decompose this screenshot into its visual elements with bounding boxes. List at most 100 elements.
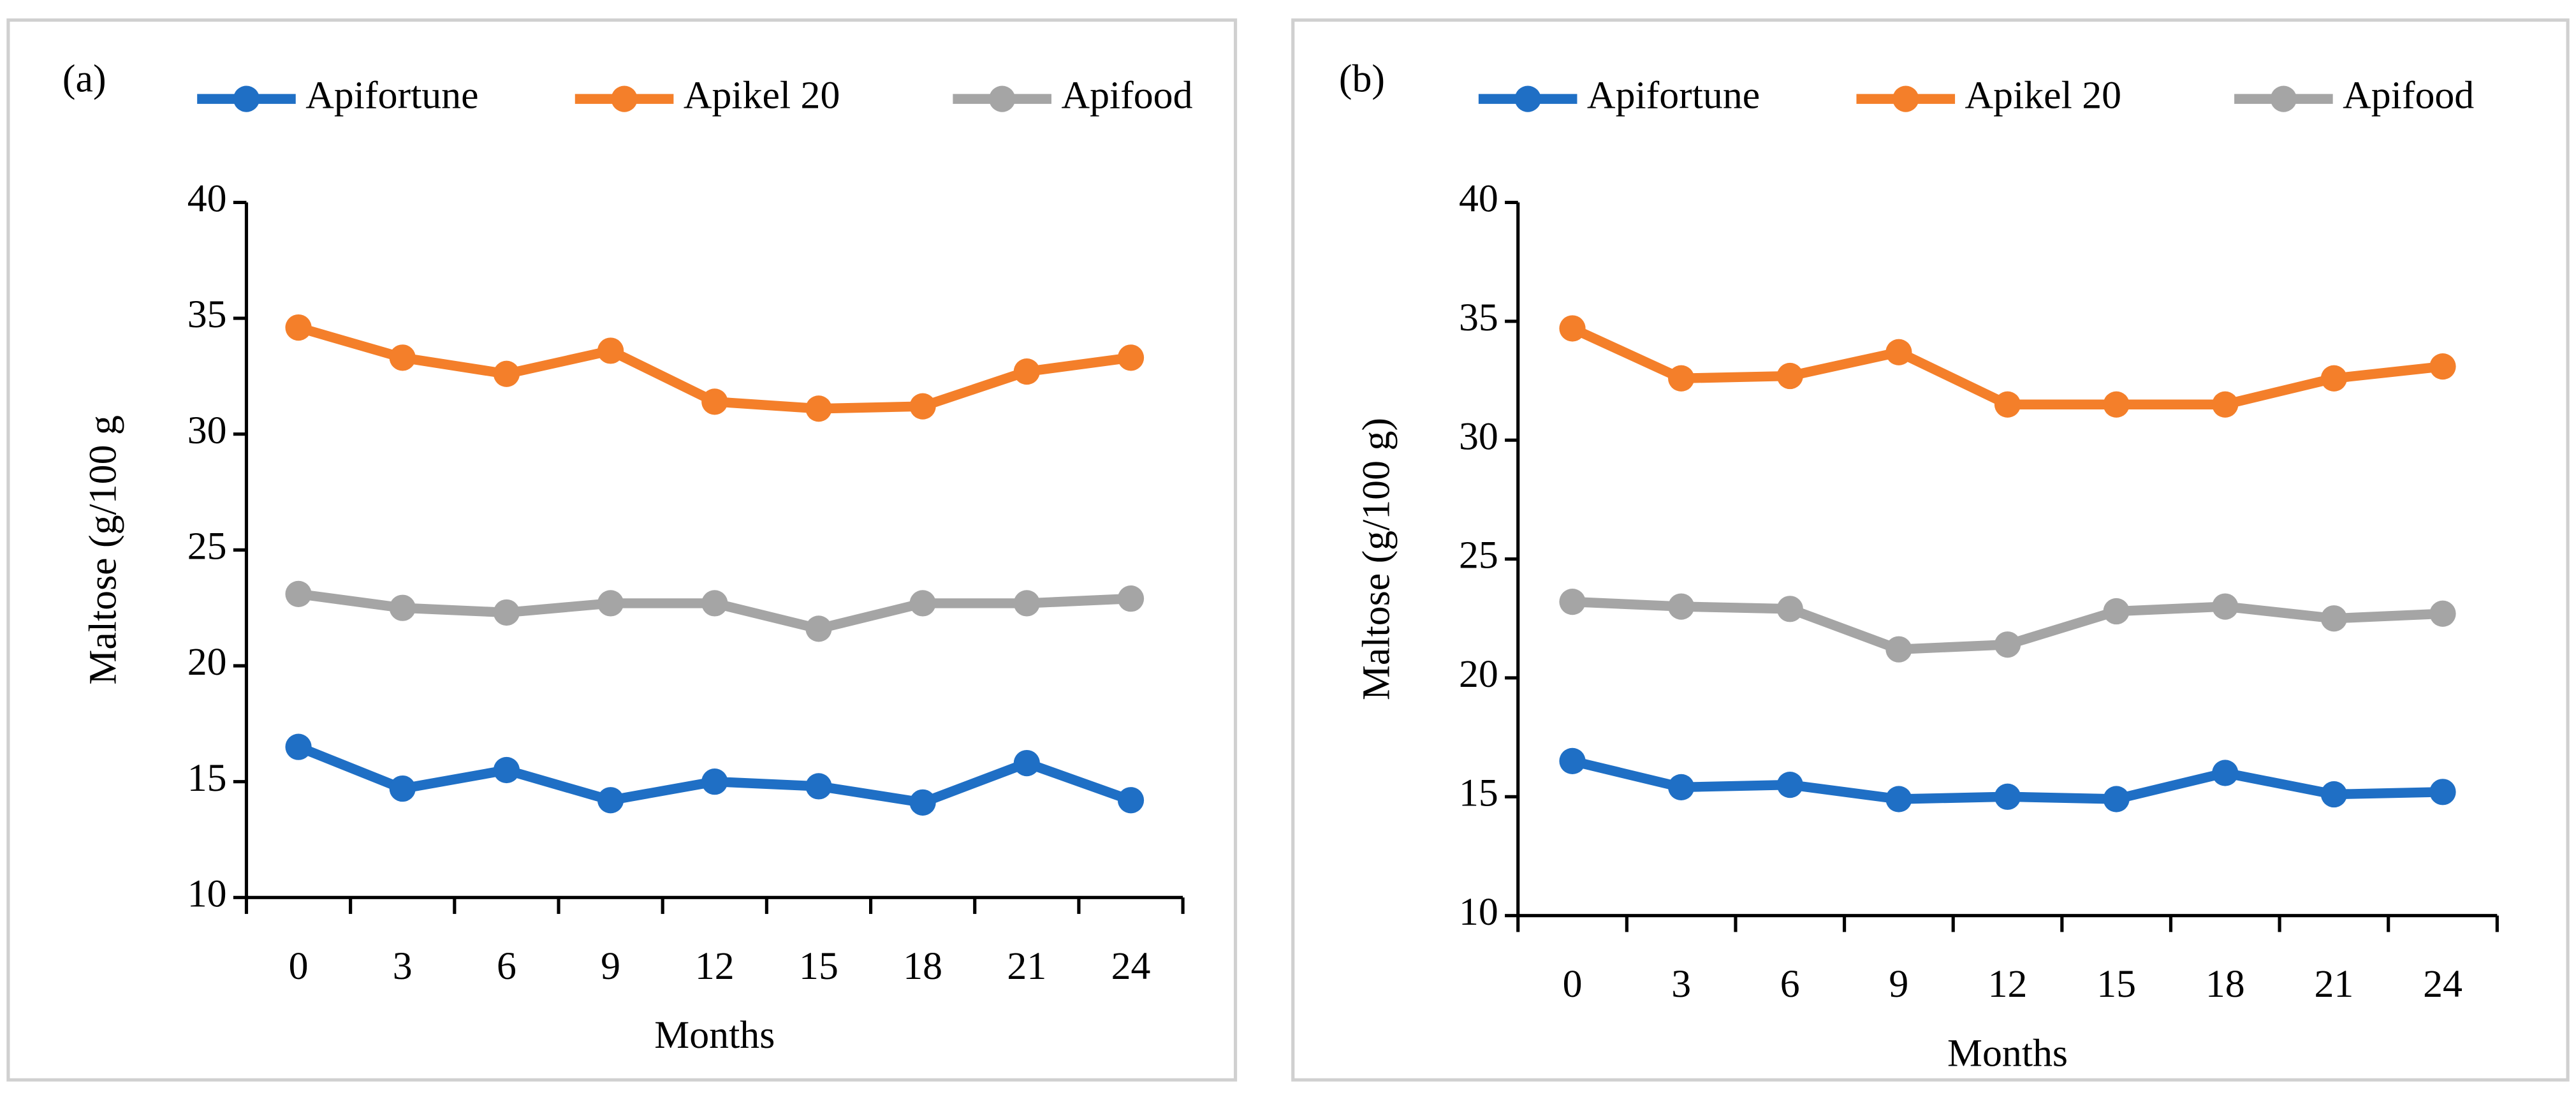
data-point: [2103, 786, 2130, 812]
data-point: [493, 756, 520, 784]
data-point: [1668, 593, 1695, 620]
data-point: [2429, 779, 2456, 805]
panel-border: [1291, 18, 2570, 1082]
y-tick-label: 15: [187, 756, 227, 800]
y-tick-label: 40: [1459, 177, 1498, 221]
data-point: [805, 773, 832, 800]
x-tick-label: 12: [1988, 962, 2028, 1006]
data-point: [1559, 589, 1586, 615]
x-tick-label: 3: [393, 944, 413, 988]
data-point: [1117, 344, 1145, 371]
y-tick-label: 10: [187, 872, 227, 915]
data-point: [1776, 772, 1803, 798]
data-point: [1994, 783, 2021, 810]
legend-marker: [989, 85, 1016, 112]
data-point: [909, 393, 936, 420]
x-tick-label: 15: [799, 944, 838, 988]
x-tick-label: 9: [601, 944, 620, 988]
data-point: [1885, 636, 1912, 663]
legend-marker: [233, 85, 260, 112]
legend-marker: [1514, 85, 1541, 112]
y-axis-label: Maltose (g/100 g): [1354, 418, 1398, 700]
x-tick-label: 18: [903, 944, 942, 988]
legend-label: Apikel 20: [684, 73, 840, 117]
data-point: [2320, 605, 2348, 632]
y-axis-label: Maltose (g/100 g: [82, 415, 125, 684]
y-tick-label: 20: [1459, 652, 1498, 696]
data-point: [597, 590, 624, 617]
data-point: [701, 590, 728, 617]
x-axis-label: Months: [654, 1013, 775, 1057]
y-tick-label: 25: [187, 525, 227, 568]
data-point: [2212, 760, 2239, 786]
y-tick-label: 20: [187, 640, 227, 684]
data-point: [1117, 787, 1145, 814]
data-point: [2103, 598, 2130, 625]
x-tick-label: 24: [2423, 962, 2463, 1006]
data-point: [389, 775, 416, 802]
data-point: [493, 599, 520, 626]
data-point: [389, 594, 416, 621]
data-point: [1559, 315, 1586, 342]
panel-border: [6, 18, 1238, 1082]
legend-marker: [611, 85, 638, 112]
data-point: [1994, 631, 2021, 658]
y-tick-label: 25: [1459, 534, 1498, 577]
x-axis-label: Months: [1947, 1031, 2068, 1075]
x-tick-label: 0: [1563, 962, 1583, 1006]
x-tick-label: 3: [1671, 962, 1691, 1006]
panel-title: (a): [62, 57, 106, 101]
legend-marker: [1892, 85, 1919, 112]
data-point: [597, 337, 624, 364]
x-tick-label: 24: [1111, 944, 1151, 988]
data-point: [1013, 749, 1040, 777]
data-point: [285, 580, 312, 608]
data-point: [1776, 596, 1803, 622]
data-point: [805, 395, 832, 422]
data-point: [493, 360, 520, 387]
data-point: [1668, 365, 1695, 392]
data-point: [1994, 391, 2021, 418]
y-tick-label: 15: [1459, 771, 1498, 814]
data-point: [2320, 781, 2348, 808]
data-point: [389, 344, 416, 371]
y-tick-label: 10: [1459, 890, 1498, 934]
x-tick-label: 0: [289, 944, 309, 988]
data-point: [285, 733, 312, 760]
x-tick-label: 6: [497, 944, 516, 988]
data-point: [2429, 353, 2456, 380]
data-point: [1013, 358, 1040, 385]
data-point: [805, 615, 832, 642]
y-tick-label: 35: [1459, 296, 1498, 339]
legend-label: Apifood: [2343, 73, 2474, 117]
legend-label: Apifortune: [1587, 73, 1760, 117]
data-point: [2429, 600, 2456, 627]
data-point: [909, 789, 936, 816]
y-tick-label: 35: [187, 293, 227, 336]
data-point: [285, 314, 312, 341]
data-point: [701, 768, 728, 795]
legend-marker: [2270, 85, 2297, 112]
legend-label: Apifortune: [305, 73, 478, 117]
data-point: [1776, 362, 1803, 390]
data-point: [701, 388, 728, 415]
x-tick-label: 6: [1780, 962, 1800, 1006]
x-tick-label: 21: [1007, 944, 1046, 988]
data-point: [2320, 365, 2348, 392]
y-tick-label: 40: [187, 177, 227, 221]
data-point: [1559, 747, 1586, 774]
data-point: [1013, 590, 1040, 617]
data-point: [1668, 774, 1695, 800]
legend-label: Apikel 20: [1965, 73, 2122, 117]
data-point: [2103, 391, 2130, 418]
data-point: [909, 590, 936, 617]
x-tick-label: 21: [2314, 962, 2353, 1006]
y-tick-label: 30: [187, 409, 227, 452]
x-tick-label: 18: [2206, 962, 2245, 1006]
data-point: [2212, 391, 2239, 418]
data-point: [1117, 585, 1145, 612]
y-tick-label: 30: [1459, 415, 1498, 458]
x-tick-label: 9: [1889, 962, 1908, 1006]
legend-label: Apifood: [1061, 73, 1192, 117]
